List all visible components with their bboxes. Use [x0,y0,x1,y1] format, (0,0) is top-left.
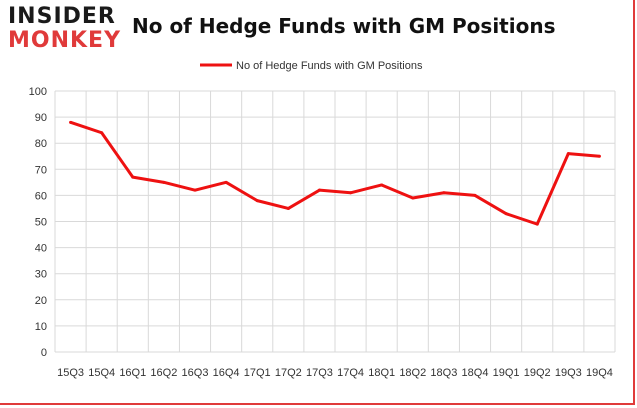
x-tick-label: 19Q3 [555,367,582,379]
x-tick-label: 17Q2 [275,367,302,379]
data-point-18Q4 [473,193,477,197]
x-tick-label: 18Q2 [399,367,426,379]
gridlines [54,90,616,353]
x-tick-label: 17Q4 [337,367,364,379]
x-tick-label: 16Q4 [213,367,240,379]
data-point-16Q2 [162,180,166,184]
data-point-16Q1 [131,175,135,179]
x-tick-label: 15Q4 [88,367,115,379]
x-tick-label: 16Q2 [150,367,177,379]
data-point-15Q4 [100,131,104,135]
x-axis: 15Q3 15Q4 16Q1 16Q2 16Q3 16Q4 17Q1 17Q2 17Q3 17Q4… [57,367,613,379]
x-tick-label: 19Q1 [493,367,520,379]
legend: No of Hedge Funds with GM Positions [200,60,423,72]
y-tick-label: 0 [41,347,47,359]
data-point-18Q1 [380,183,384,187]
x-tick-label: 16Q1 [119,367,146,379]
data-point-17Q3 [317,188,321,192]
data-point-19Q1 [504,212,508,216]
y-tick-label: 50 [35,217,47,229]
data-point-18Q2 [411,196,415,200]
y-tick-label: 90 [35,112,47,124]
legend-label: No of Hedge Funds with GM Positions [236,60,423,72]
data-point-18Q3 [442,191,446,195]
y-tick-label: 30 [35,269,47,281]
x-tick-label: 15Q3 [57,367,84,379]
data-point-19Q4 [597,154,601,158]
y-tick-label: 40 [35,243,47,255]
x-tick-label: 18Q1 [368,367,395,379]
y-tick-label: 80 [35,138,47,150]
y-tick-label: 70 [35,164,47,176]
x-tick-label: 17Q3 [306,367,333,379]
data-point-17Q2 [286,206,290,210]
x-tick-label: 17Q1 [244,367,271,379]
x-tick-label: 19Q2 [524,367,551,379]
insider-monkey-logo: INSIDER MONKEY [8,4,122,56]
data-point-17Q1 [255,199,259,203]
logo-top-text: INSIDER [8,4,116,29]
y-axis: 0 10 20 30 40 50 60 70 80 90 100 [29,86,47,359]
chart-title: No of Hedge Funds with GM Positions [132,14,556,38]
data-point-15Q3 [69,120,73,124]
x-tick-label: 16Q3 [182,367,209,379]
logo-bottom-text: MONKEY [8,28,122,53]
y-tick-label: 10 [35,321,47,333]
x-tick-label: 18Q4 [462,367,489,379]
data-point-16Q3 [193,188,197,192]
y-tick-label: 100 [29,86,47,98]
series-line-0 [70,120,600,226]
x-tick-label: 19Q4 [586,367,613,379]
data-point-17Q4 [349,191,353,195]
series-group [69,120,601,226]
y-tick-label: 60 [35,190,47,202]
data-point-19Q3 [566,152,570,156]
x-tick-label: 18Q3 [430,367,457,379]
data-point-19Q2 [535,222,539,226]
y-tick-label: 20 [35,295,47,307]
data-point-16Q4 [224,180,228,184]
